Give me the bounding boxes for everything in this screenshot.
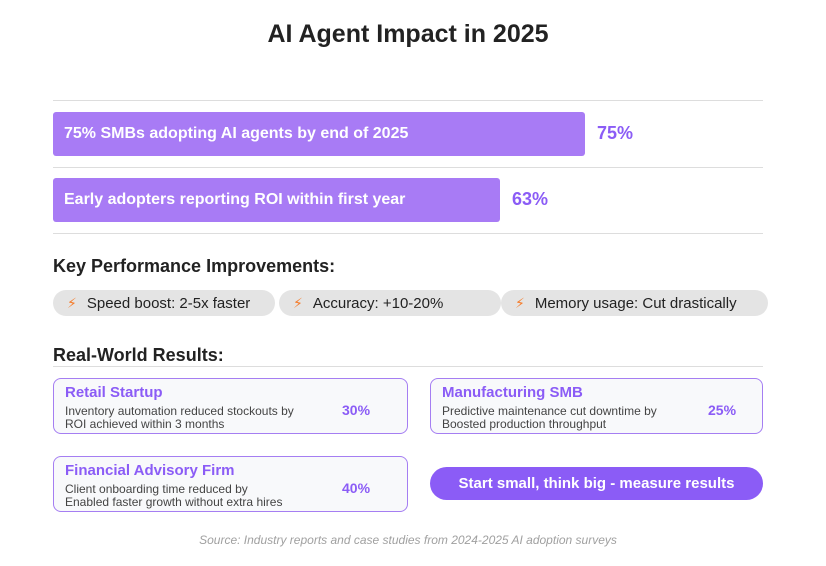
lightning-icon: ⚡ — [293, 294, 303, 311]
result-card-line: Client onboarding time reduced by — [65, 482, 248, 496]
result-card-value: 25% — [708, 402, 737, 418]
result-card-value: 30% — [342, 402, 371, 418]
kpi-heading: Key Performance Improvements: — [53, 256, 336, 276]
result-card-title: Financial Advisory Firm — [65, 462, 235, 479]
result-card-line: ROI achieved within 3 months — [65, 417, 225, 431]
result-card-title: Manufacturing SMB — [442, 384, 583, 401]
result-card-line: Enabled faster growth without extra hire… — [65, 495, 283, 509]
stat-bar-label: Early adopters reporting ROI within firs… — [64, 191, 406, 208]
source-note: Source: Industry reports and case studie… — [199, 533, 617, 547]
stat-bar-roi: Early adopters reporting ROI within firs… — [53, 178, 500, 222]
result-card-financial: Financial Advisory Firm Client onboardin… — [53, 456, 408, 512]
result-card-retail: Retail Startup Inventory automation redu… — [53, 378, 408, 434]
result-card-line: Boosted production throughput — [442, 417, 607, 431]
kpi-pill-accuracy: ⚡ Accuracy: +10-20% — [279, 290, 501, 316]
divider — [53, 167, 763, 168]
result-card-line: Inventory automation reduced stockouts b… — [65, 404, 294, 418]
stat-bar-label: 75% SMBs adopting AI agents by end of 20… — [64, 125, 409, 142]
divider — [53, 366, 763, 367]
kpi-pill-label: Memory usage: Cut drastically — [534, 294, 737, 312]
kpi-pill-memory: ⚡ Memory usage: Cut drastically — [501, 290, 768, 316]
lightning-icon: ⚡ — [515, 294, 525, 311]
result-card-value: 40% — [342, 480, 371, 496]
result-card-manufacturing: Manufacturing SMB Predictive maintenance… — [430, 378, 763, 434]
lightning-icon: ⚡ — [67, 294, 77, 311]
stat-bar-value: 75% — [597, 123, 634, 143]
stat-bar-value: 63% — [512, 189, 549, 209]
result-card-line: Predictive maintenance cut downtime by — [442, 404, 657, 418]
divider — [53, 233, 763, 234]
divider — [53, 100, 763, 101]
kpi-pill-label: Speed boost: 2-5x faster — [86, 294, 251, 312]
results-heading: Real-World Results: — [53, 345, 224, 365]
kpi-pill-label: Accuracy: +10-20% — [312, 294, 444, 312]
kpi-pill-speed: ⚡ Speed boost: 2-5x faster — [53, 290, 275, 316]
result-card-title: Retail Startup — [65, 384, 163, 401]
stat-bar-smb-adoption: 75% SMBs adopting AI agents by end of 20… — [53, 112, 585, 156]
page-title: AI Agent Impact in 2025 — [267, 20, 549, 48]
cta-button[interactable]: Start small, think big - measure results — [430, 467, 763, 500]
